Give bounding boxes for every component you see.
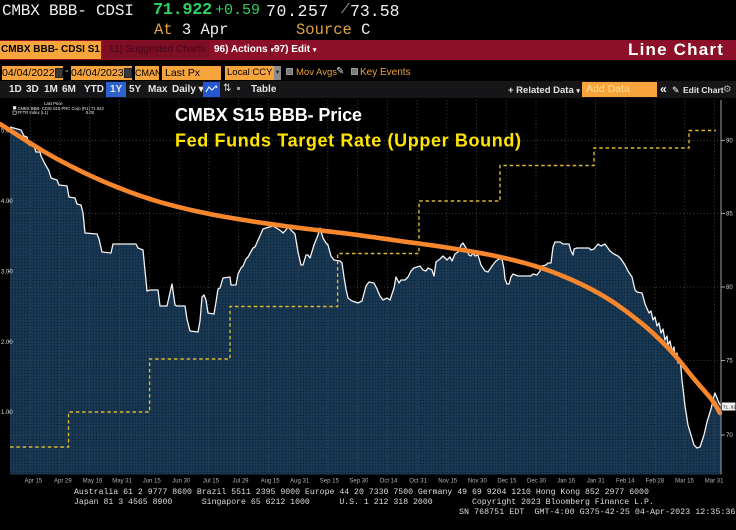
svg-text:May 16: May 16 xyxy=(83,479,103,485)
svg-text:70: 70 xyxy=(726,433,733,439)
svg-text:71.922: 71.922 xyxy=(723,405,736,410)
svg-text:Fed Funds Target Rate (Upper B: Fed Funds Target Rate (Upper Bound) xyxy=(175,131,521,151)
svg-text:Mar 31: Mar 31 xyxy=(705,479,724,485)
svg-text:Last Price: Last Price xyxy=(44,101,63,106)
svg-text:5.00: 5.00 xyxy=(1,129,13,135)
svg-text:75: 75 xyxy=(726,359,733,365)
svg-text:80: 80 xyxy=(726,285,733,291)
svg-text:Sep 15: Sep 15 xyxy=(320,479,340,485)
svg-text:CMBX S15 BBB- Price: CMBX S15 BBB- Price xyxy=(175,105,362,125)
svg-text:5.00: 5.00 xyxy=(86,110,95,115)
svg-text:90: 90 xyxy=(726,139,733,145)
svg-text:Dec 15: Dec 15 xyxy=(497,479,517,485)
svg-text:Jul 15: Jul 15 xyxy=(203,479,220,485)
svg-text:CMBX BBB- CDSI S15 PRC Corp (: CMBX BBB- CDSI S15 PRC Corp (R1) 71.922 xyxy=(18,106,105,111)
svg-text:3.00: 3.00 xyxy=(1,270,13,276)
svg-text:Jul 29: Jul 29 xyxy=(232,479,249,485)
svg-text:Aug 31: Aug 31 xyxy=(290,479,310,485)
svg-text:Apr 15: Apr 15 xyxy=(24,479,42,485)
svg-text:Aug 15: Aug 15 xyxy=(261,479,281,485)
svg-text:Apr 29: Apr 29 xyxy=(54,479,72,485)
svg-text:85: 85 xyxy=(726,212,733,218)
svg-text:May 31: May 31 xyxy=(112,479,132,485)
svg-text:Feb 14: Feb 14 xyxy=(616,479,635,485)
svg-text:Jan 16: Jan 16 xyxy=(557,479,576,485)
svg-text:Nov 15: Nov 15 xyxy=(438,479,458,485)
svg-text:Jun 30: Jun 30 xyxy=(172,479,191,485)
svg-text:1.00: 1.00 xyxy=(1,410,13,416)
svg-text:Oct 31: Oct 31 xyxy=(409,479,427,485)
svg-text:4.00: 4.00 xyxy=(1,199,13,205)
svg-text:2.00: 2.00 xyxy=(1,340,13,346)
svg-text:Dec 30: Dec 30 xyxy=(527,479,547,485)
svg-text:Jun 15: Jun 15 xyxy=(143,479,162,485)
svg-text:Mar 15: Mar 15 xyxy=(675,479,694,485)
svg-text:Sep 30: Sep 30 xyxy=(349,479,369,485)
svg-text:FFTR Index (L1): FFTR Index (L1) xyxy=(18,110,49,115)
svg-text:Feb 28: Feb 28 xyxy=(646,479,665,485)
svg-text:Nov 30: Nov 30 xyxy=(468,479,488,485)
svg-text:Oct 14: Oct 14 xyxy=(380,479,398,485)
svg-text:Jan 31: Jan 31 xyxy=(587,479,606,485)
